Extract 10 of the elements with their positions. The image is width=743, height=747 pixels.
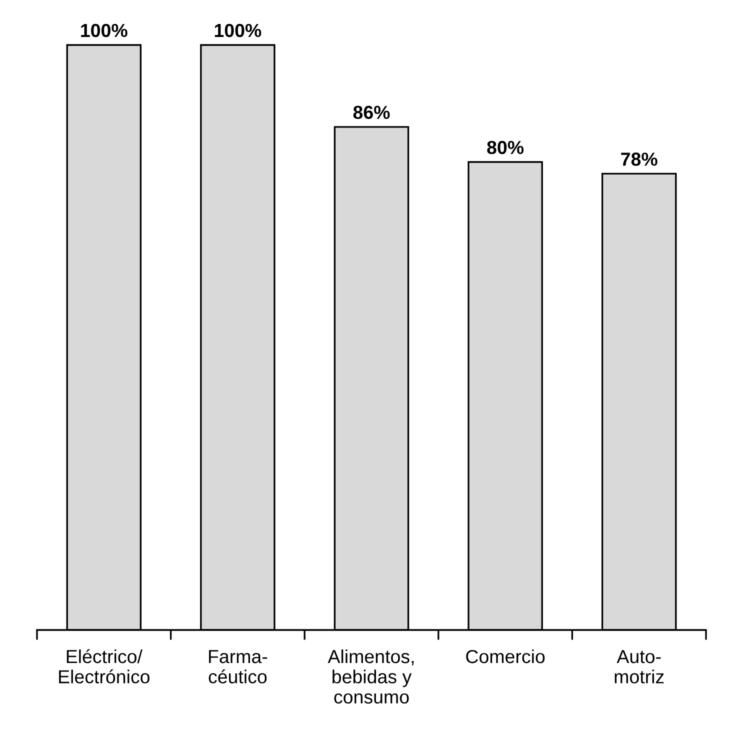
data-label: 100% — [81, 24, 128, 38]
data-label: 100% — [214, 24, 262, 38]
x-tick-label: Eléctrico/ Electrónico — [59, 649, 150, 684]
data-label: 80% — [487, 140, 524, 154]
data-label: 86% — [353, 106, 390, 120]
x-tick-label: Auto- motriz — [614, 650, 664, 684]
x-tick-label: Comercio — [466, 649, 545, 664]
x-tick-label: Alimentos, bebidas y consumo — [328, 649, 414, 704]
x-tick-label: Farma- céutico — [208, 650, 268, 684]
data-label: 78% — [621, 152, 658, 166]
